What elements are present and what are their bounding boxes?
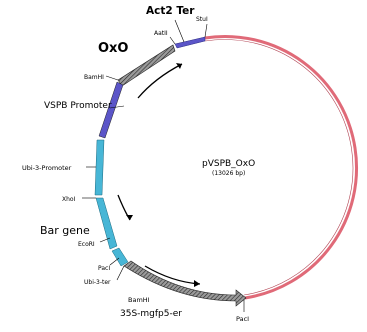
label-stul: StuI [196,16,208,23]
direction-arrow-mgfp5-head [194,280,200,287]
leader-act2-ter [174,19,185,43]
label-bamhi-top: BamHI [84,74,104,81]
mgfp5-segment [123,260,247,307]
leader-aatii [169,36,176,45]
vspb-promoter-segment [98,81,124,139]
backbone-inner-arc [204,39,354,296]
label-ubi3-promoter: Ubi-3-Promoter [22,164,72,172]
label-mgfp5: 35S-mgfp5-er [120,309,182,319]
label-vspb-promoter: VSPB Promoter [44,101,112,111]
direction-arrow-oxo [137,63,183,99]
label-oxo: OxO [98,41,129,56]
backbone-arc [204,34,359,300]
label-bamhi-bottom: BamHI [128,296,150,304]
ubi-ter-segment [111,247,129,267]
leader-stul [204,23,208,38]
ubi-promoter-segment [94,139,105,196]
label-bar-gene: Bar gene [40,224,90,237]
leader-paci-left [109,257,120,266]
leader-ubi3-ter [116,265,125,281]
direction-arrow-bar-head [126,215,133,220]
leader-bamhi-top [105,75,119,81]
plasmid-name: pVSPB_OxO [202,159,255,169]
label-xhoi: XhoI [62,196,76,203]
label-paci-left: PacI [98,265,110,272]
direction-arrow-oxo-head [176,63,182,69]
label-ubi3-ter: Ubi-3-ter [84,279,111,286]
label-act2-ter: Act2 Ter [146,5,195,17]
act2-ter-segment [174,36,206,49]
leader-ecori [99,237,111,243]
label-paci-bottom: PacI [236,315,249,323]
bar-gene-segment [95,197,118,250]
leader-vspb [109,105,125,109]
plasmid-size: (13026 bp) [212,170,245,177]
label-aatii: AatII [154,30,168,37]
label-ecori: EcoRI [78,241,95,248]
